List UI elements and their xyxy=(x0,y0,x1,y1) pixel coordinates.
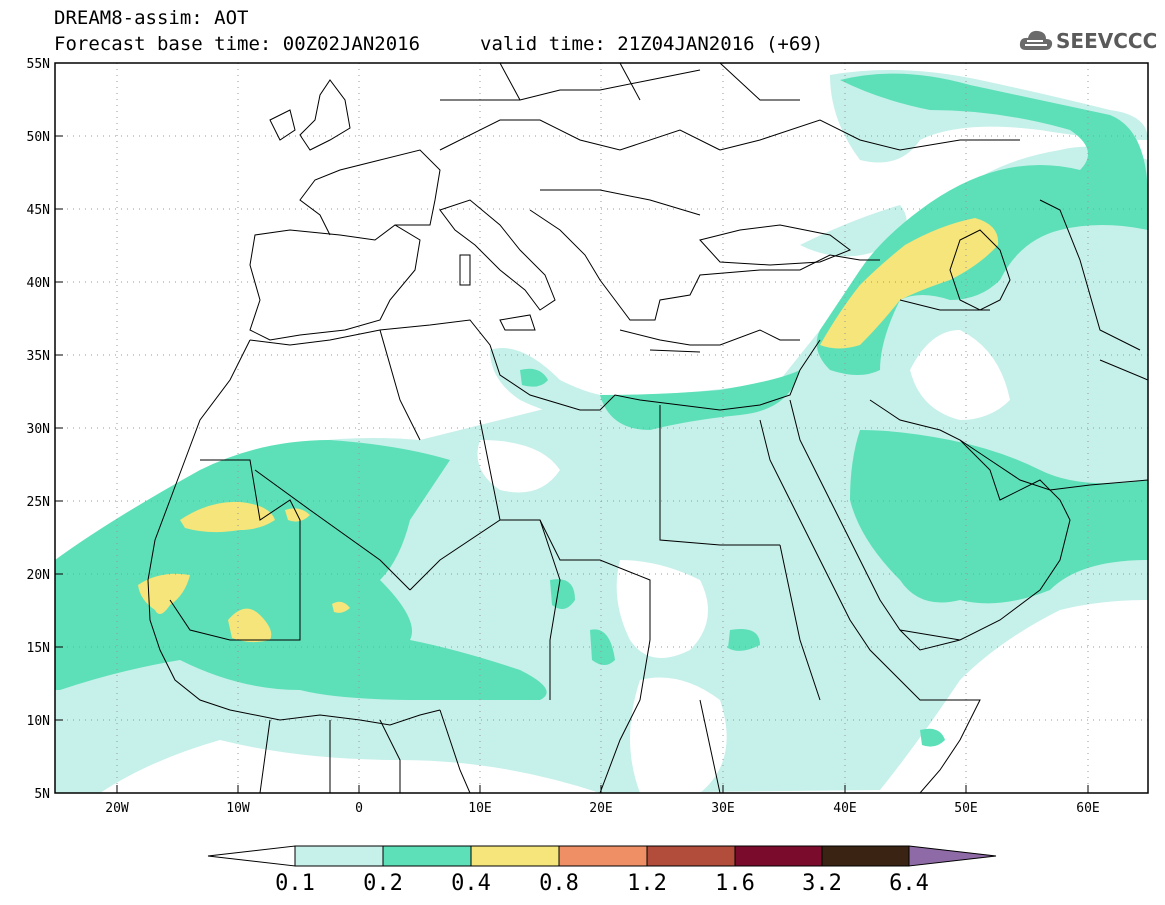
colorbar-swatch xyxy=(470,845,560,867)
valid-time: valid time: 21Z04JAN2016 (+69) xyxy=(480,33,824,55)
lat-label: 55N xyxy=(27,57,50,72)
lon-label: 10E xyxy=(468,801,491,816)
latitude-labels: 55N 50N 45N 40N 35N 30N 25N 20N 15N 10N … xyxy=(27,57,50,802)
longitude-labels: 20W 10W 0 10E 20E 30E 40E 50E 60E xyxy=(105,801,1099,816)
colorbar-label: 0.8 xyxy=(539,871,579,896)
cloud-icon xyxy=(1019,30,1053,50)
colorbar-label: 6.4 xyxy=(889,871,929,896)
colorbar-arrow-right xyxy=(908,845,997,867)
colorbar-swatch xyxy=(382,845,472,867)
lat-label: 40N xyxy=(27,276,50,291)
colorbar-label: 0.4 xyxy=(451,871,491,896)
colorbar-swatch xyxy=(734,845,823,867)
coastlines-and-borders xyxy=(147,63,1148,793)
lat-label: 35N xyxy=(27,349,50,364)
colorbar-label: 0.2 xyxy=(363,871,403,896)
colorbar-swatch xyxy=(821,845,910,867)
lon-label: 30E xyxy=(711,801,734,816)
lon-label: 20W xyxy=(105,801,129,816)
colorbar-label: 1.6 xyxy=(715,871,755,896)
lat-label: 45N xyxy=(27,203,50,218)
lat-label: 15N xyxy=(27,641,50,656)
forecast-base-time: Forecast base time: 00Z02JAN2016 xyxy=(54,33,421,55)
colorbar-swatch xyxy=(558,845,648,867)
aot-level-0.4 xyxy=(138,218,999,643)
colorbar-swatch xyxy=(294,845,384,867)
lon-label: 0 xyxy=(355,801,363,816)
colorbar xyxy=(207,845,997,867)
lat-label: 25N xyxy=(27,495,50,510)
lat-label: 5N xyxy=(34,787,50,802)
aot-clear-holes xyxy=(477,149,1010,793)
seevccc-logo: SEEVCCC xyxy=(1018,26,1158,56)
lon-label: 10W xyxy=(226,801,250,816)
lon-label: 20E xyxy=(589,801,612,816)
colorbar-swatch xyxy=(646,845,736,867)
colorbar-label: 3.2 xyxy=(802,871,842,896)
lat-label: 20N xyxy=(27,568,50,583)
axis-ticks xyxy=(55,135,1089,793)
lon-label: 60E xyxy=(1076,801,1099,816)
lon-label: 50E xyxy=(954,801,977,816)
lat-label: 50N xyxy=(27,130,50,145)
colorbar-arrow-left xyxy=(207,845,296,867)
logo-text: SEEVCCC xyxy=(1056,29,1158,53)
lat-label: 30N xyxy=(27,422,50,437)
lat-label: 10N xyxy=(27,714,50,729)
aot-contours xyxy=(55,70,1148,793)
lon-label: 40E xyxy=(833,801,856,816)
colorbar-label: 0.1 xyxy=(275,871,315,896)
map-title: DREAM8-assim: AOT xyxy=(54,7,249,29)
colorbar-label: 1.2 xyxy=(627,871,667,896)
